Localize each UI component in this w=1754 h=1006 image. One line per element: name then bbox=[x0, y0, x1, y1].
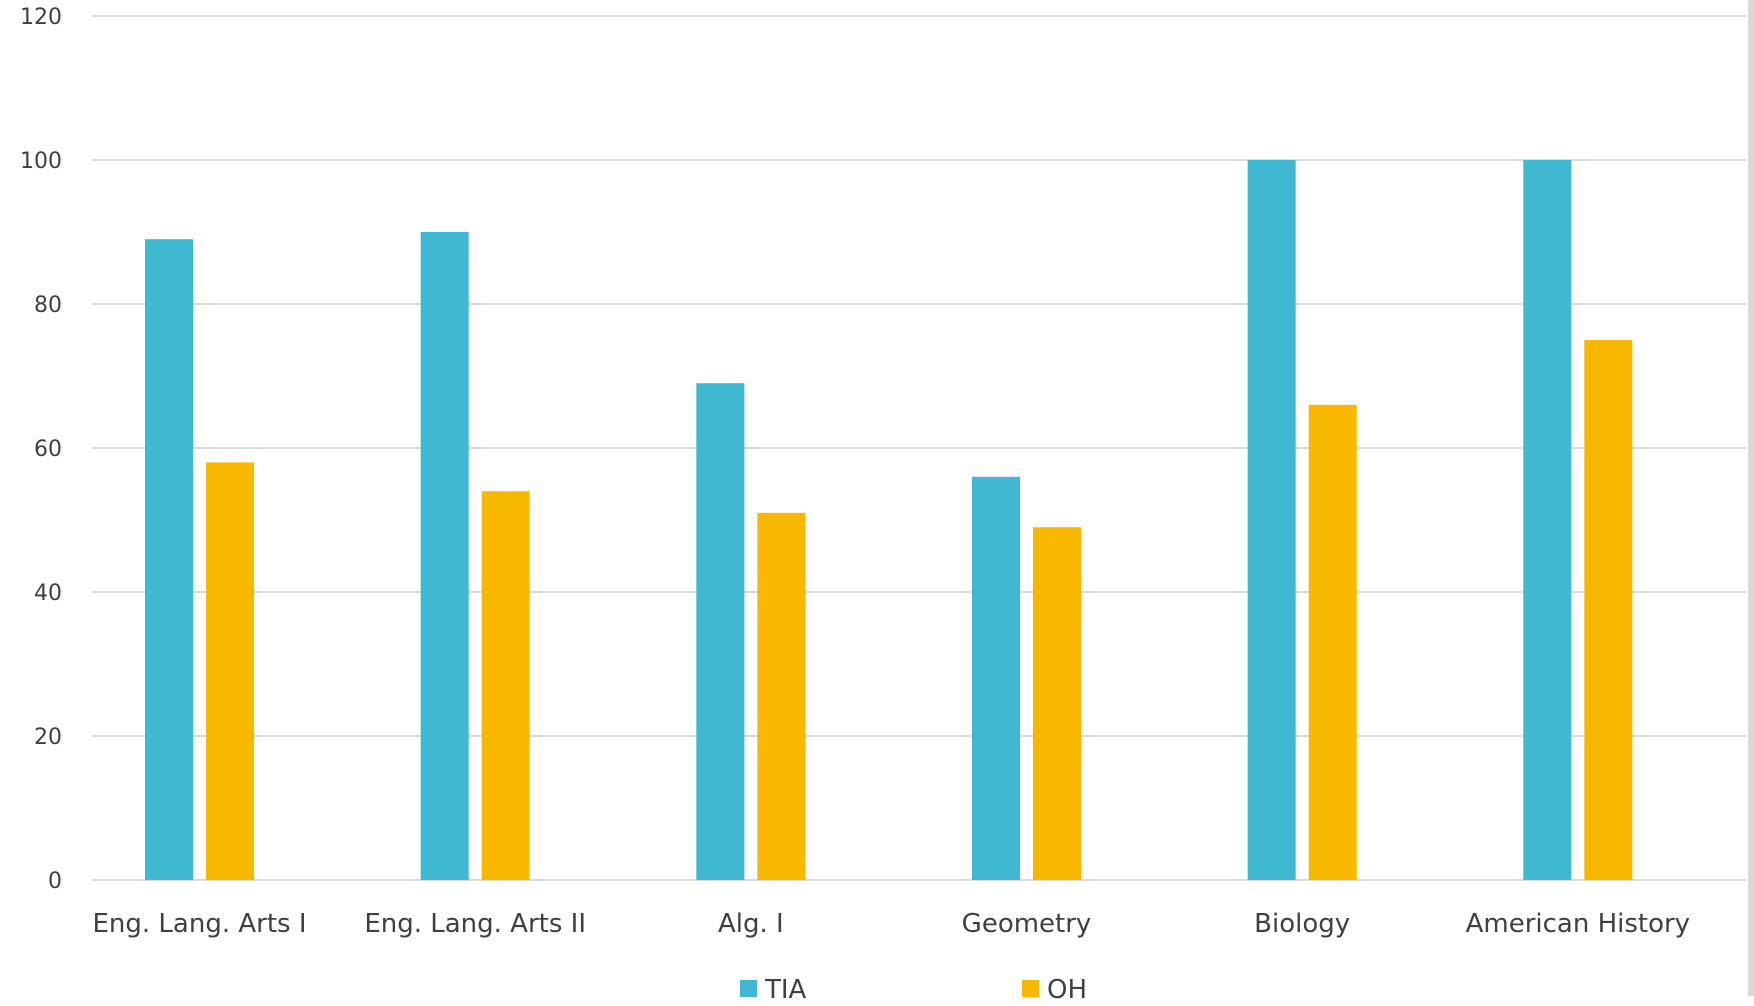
x-category-label: Geometry bbox=[962, 909, 1092, 939]
legend-label-oh: OH bbox=[1047, 975, 1087, 1005]
x-axis-category-labels: Eng. Lang. Arts I Eng. Lang. Arts II Alg. … bbox=[92, 909, 1690, 939]
bar-oh-3 bbox=[1033, 527, 1081, 880]
legend: TIA OH bbox=[740, 975, 1087, 1005]
x-category-label: American History bbox=[1466, 909, 1691, 939]
bar-tia-2 bbox=[696, 383, 745, 880]
legend-label-tia: TIA bbox=[764, 975, 807, 1005]
gridlines bbox=[92, 15, 1746, 881]
y-tick-label: 0 bbox=[48, 869, 62, 894]
y-tick-label: 80 bbox=[34, 293, 62, 318]
y-tick-label: 40 bbox=[34, 581, 62, 606]
bar-oh-0 bbox=[206, 462, 254, 880]
x-category-label: Alg. I bbox=[718, 909, 784, 939]
legend-swatch-tia bbox=[740, 980, 757, 997]
y-tick-label: 100 bbox=[20, 149, 62, 174]
bar-oh-1 bbox=[481, 491, 530, 880]
bar-tia-3 bbox=[972, 476, 1020, 880]
y-tick-label: 60 bbox=[34, 437, 62, 462]
legend-swatch-oh bbox=[1022, 980, 1039, 997]
bar-oh-5 bbox=[1584, 340, 1633, 880]
y-tick-label: 120 bbox=[20, 5, 62, 30]
bar-tia-4 bbox=[1247, 160, 1296, 880]
bar-tia-5 bbox=[1523, 160, 1572, 880]
bar-oh-4 bbox=[1308, 404, 1357, 880]
bar-tia-1 bbox=[420, 232, 469, 880]
y-axis-tick-labels: 0 20 40 60 80 100 120 bbox=[20, 5, 62, 894]
bar-oh-2 bbox=[757, 512, 806, 880]
x-category-label: Eng. Lang. Arts I bbox=[92, 909, 306, 939]
window-edge bbox=[1748, 0, 1754, 996]
bar-tia-0 bbox=[145, 239, 193, 880]
y-tick-label: 20 bbox=[34, 725, 62, 750]
x-category-label: Biology bbox=[1254, 909, 1350, 939]
bars bbox=[145, 160, 1633, 880]
x-category-label: Eng. Lang. Arts II bbox=[364, 909, 586, 939]
